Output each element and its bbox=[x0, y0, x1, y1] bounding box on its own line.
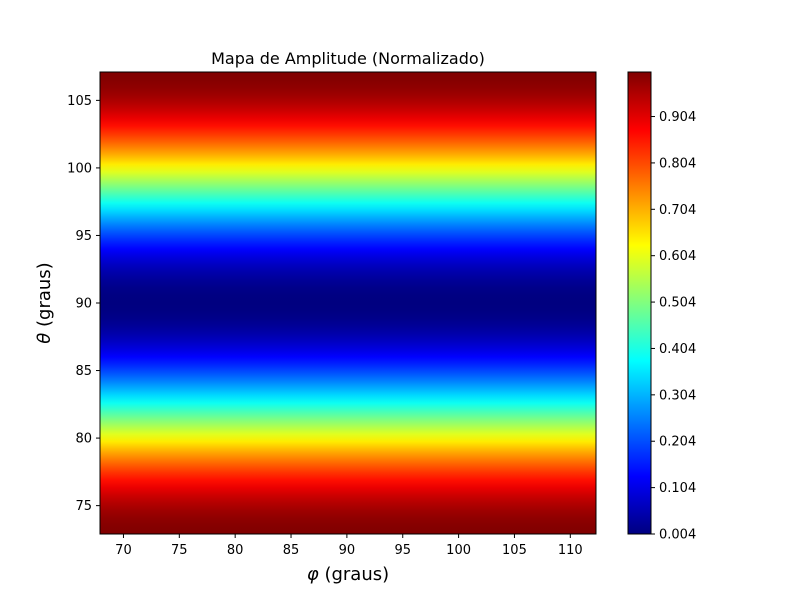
y-tick-label: 80 bbox=[75, 432, 92, 447]
colorbar-tick-label: 0.804 bbox=[659, 156, 696, 171]
y-axis: 75 80 85 90 95 100 105 bbox=[67, 94, 100, 514]
colorbar-tick-label: 0.404 bbox=[659, 342, 696, 357]
x-tick-label: 90 bbox=[339, 543, 356, 558]
x-tick-label: 110 bbox=[558, 543, 583, 558]
colorbar-tick-label: 0.704 bbox=[659, 203, 696, 218]
colorbar-tick-label: 0.304 bbox=[659, 388, 696, 403]
colorbar-tick-label: 0.204 bbox=[659, 435, 696, 450]
x-tick-label: 70 bbox=[115, 543, 132, 558]
x-tick-label: 75 bbox=[171, 543, 188, 558]
x-axis: 70 75 80 85 90 95 100 105 110 bbox=[115, 534, 583, 558]
y-tick-label: 95 bbox=[75, 229, 92, 244]
colorbar-tick-label: 0.104 bbox=[659, 481, 696, 496]
y-axis-label: θ (graus) bbox=[34, 262, 55, 343]
plot-area bbox=[99, 71, 597, 535]
y-tick-label: 85 bbox=[75, 364, 92, 379]
colorbar-tick-label: 0.004 bbox=[659, 528, 696, 543]
x-tick-label: 95 bbox=[394, 543, 411, 558]
colorbar-fill bbox=[628, 72, 651, 534]
colorbar-frame bbox=[627, 71, 652, 535]
colorbar-tick-label: 0.604 bbox=[659, 249, 696, 264]
x-tick-label: 100 bbox=[446, 543, 471, 558]
y-tick-label: 90 bbox=[75, 297, 92, 312]
colorbar-tick-label: 0.504 bbox=[659, 296, 696, 311]
x-axis-label-symbol: φ bbox=[307, 564, 319, 585]
chart-title: Mapa de Amplitude (Normalizado) bbox=[211, 49, 485, 68]
colorbar-ticks: 0.004 0.104 0.204 0.304 0.404 0.504 0.604 0.704… bbox=[651, 110, 696, 543]
y-tick-label: 100 bbox=[67, 161, 92, 176]
colorbar-tick-label: 0.904 bbox=[659, 110, 696, 125]
y-tick-label: 75 bbox=[75, 499, 92, 514]
x-tick-label: 80 bbox=[227, 543, 244, 558]
y-axis-label-symbol: θ bbox=[34, 333, 55, 344]
heatmap bbox=[100, 72, 596, 534]
y-axis-label-text: (graus) bbox=[34, 262, 55, 332]
y-tick-label: 105 bbox=[67, 94, 92, 109]
x-tick-label: 105 bbox=[502, 543, 527, 558]
x-axis-label-text: (graus) bbox=[319, 564, 389, 585]
x-axis-label: φ (graus) bbox=[307, 564, 389, 585]
x-tick-label: 85 bbox=[283, 543, 300, 558]
colorbar: 0.004 0.104 0.204 0.304 0.404 0.504 0.604 0.704… bbox=[627, 71, 696, 543]
